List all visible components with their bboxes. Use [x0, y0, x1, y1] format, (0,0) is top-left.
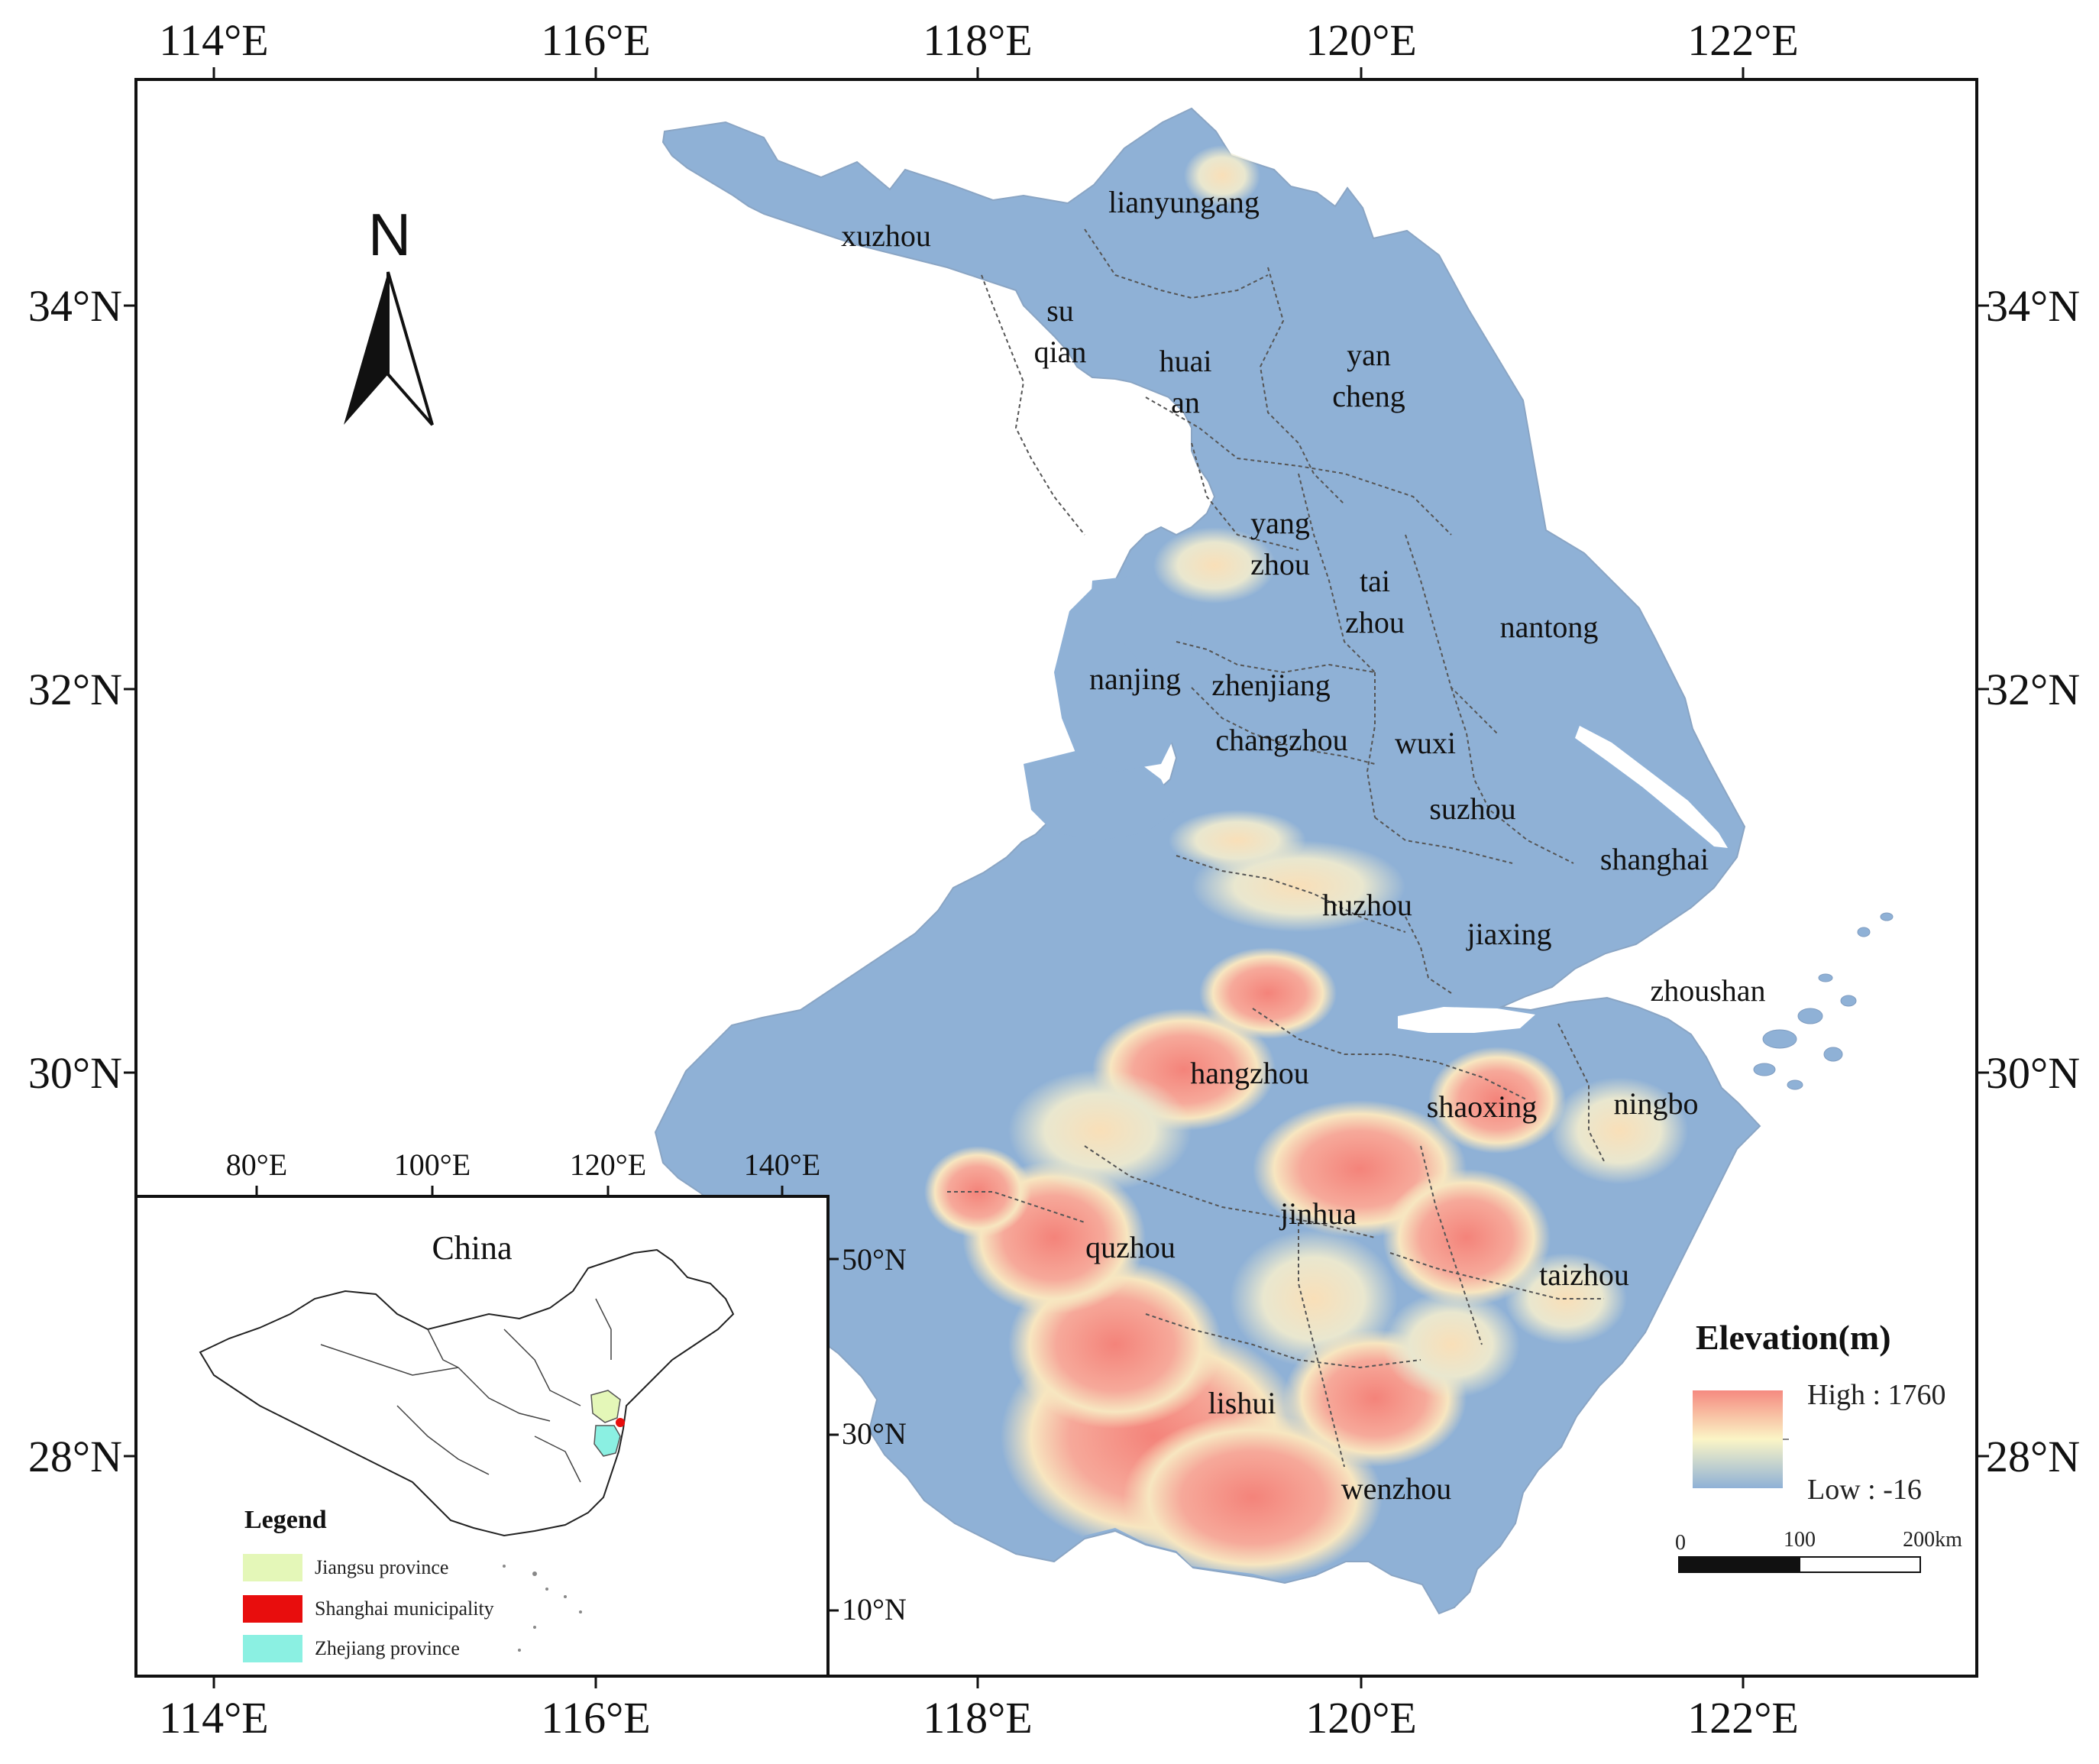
inset-lon-80: 80°E — [226, 1147, 287, 1182]
elevation-legend: Elevation(m) High : 1760 Low : -16 — [1693, 1318, 1946, 1506]
city-label-nantong: nantong — [1500, 610, 1599, 644]
city-label-hangzhou: hangzhou — [1190, 1056, 1309, 1090]
city-label-yangzhou-2: zhou — [1250, 547, 1310, 581]
longitude-ticks — [212, 67, 1745, 1688]
lon-label-120-top: 120°E — [1305, 15, 1417, 65]
city-label-shaoxing: shaoxing — [1427, 1089, 1537, 1124]
inset-legend-title: Legend — [244, 1506, 327, 1534]
lon-label-114-bottom: 114°E — [159, 1693, 268, 1743]
city-label-lianyungang: lianyungang — [1108, 185, 1260, 219]
lon-label-118-bottom: 118°E — [923, 1693, 1032, 1743]
inset-lat-50: 50°N — [842, 1242, 907, 1277]
zhoushan-islands — [1753, 912, 1894, 1090]
city-label-xuzhou: xuzhou — [841, 218, 931, 253]
elevation-high-label: High : 1760 — [1807, 1379, 1946, 1411]
inset-lat-10: 10°N — [842, 1592, 907, 1626]
city-label-wenzhou: wenzhou — [1341, 1471, 1451, 1506]
inset-lon-140: 140°E — [744, 1147, 820, 1182]
lon-label-116-top: 116°E — [541, 15, 650, 65]
inset-shanghai — [616, 1418, 625, 1427]
city-label-jiaxing: jiaxing — [1465, 917, 1551, 951]
hangzhou-bay — [1398, 1007, 1535, 1033]
city-label-yangzhou-1: yang — [1250, 506, 1310, 540]
lon-label-118-top: 118°E — [923, 15, 1032, 65]
north-arrow-icon — [344, 272, 388, 425]
lat-label-28-right: 28°N — [1986, 1432, 2080, 1481]
lon-label-114-top: 114°E — [159, 15, 268, 65]
city-label-wuxi: wuxi — [1395, 726, 1456, 760]
city-label-changzhou: changzhou — [1215, 723, 1347, 757]
legend-swatch-shanghai — [243, 1595, 302, 1623]
city-label-suzhou: suzhou — [1429, 791, 1515, 826]
city-label-nanjing: nanjing — [1089, 662, 1181, 696]
city-label-zhenjiang: zhenjiang — [1211, 668, 1331, 702]
city-labels: xuzhou lianyungang su qian huai an yan c… — [841, 185, 1765, 1506]
city-label-suqian-2: qian — [1034, 335, 1087, 369]
lat-label-28-left: 28°N — [28, 1432, 122, 1481]
lat-label-32-right: 32°N — [1986, 665, 2080, 714]
inset-title: China — [432, 1229, 512, 1267]
scale-label-100: 100 — [1784, 1528, 1816, 1552]
city-label-yancheng-2: cheng — [1332, 379, 1405, 413]
inset-lon-100: 100°E — [394, 1147, 471, 1182]
longitude-labels-top: 114°E 116°E 118°E 120°E 122°E — [159, 15, 1799, 65]
legend-label-zhejiang: Zhejiang province — [315, 1637, 460, 1659]
elevation-low-label: Low : -16 — [1807, 1474, 1922, 1506]
lat-label-32-left: 32°N — [28, 665, 122, 714]
city-label-suqian-1: su — [1046, 293, 1074, 328]
legend-swatch-jiangsu — [243, 1554, 302, 1581]
legend-label-jiangsu: Jiangsu province — [315, 1556, 448, 1578]
city-label-taizhou-js-1: tai — [1360, 564, 1390, 598]
lon-label-122-top: 122°E — [1687, 15, 1799, 65]
city-label-jinhua: jinhua — [1279, 1196, 1357, 1231]
lon-label-122-bottom: 122°E — [1687, 1693, 1799, 1743]
scale-bar: 0 100 200km — [1675, 1528, 1962, 1573]
lon-label-120-bottom: 120°E — [1305, 1693, 1417, 1743]
north-label: N — [368, 201, 411, 268]
latitude-labels-right: 34°N 32°N 30°N 28°N — [1986, 281, 2080, 1481]
city-label-taizhou-js-2: zhou — [1345, 605, 1405, 639]
scale-label-200: 200km — [1903, 1528, 1962, 1552]
legend-swatch-zhejiang — [243, 1635, 302, 1662]
city-label-zhoushan: zhoushan — [1650, 973, 1765, 1008]
city-label-ningbo: ningbo — [1613, 1086, 1698, 1121]
scale-label-0: 0 — [1675, 1531, 1686, 1555]
longitude-labels-bottom: 114°E 116°E 118°E 120°E 122°E — [159, 1693, 1799, 1743]
city-boundaries — [947, 228, 1605, 1468]
north-arrow: N — [344, 201, 434, 426]
city-label-huaian-1: huai — [1159, 344, 1212, 378]
city-label-taizhou-zj: taizhou — [1539, 1257, 1629, 1292]
elevation-legend-title: Elevation(m) — [1696, 1318, 1891, 1357]
lat-label-30-right: 30°N — [1986, 1048, 2080, 1098]
city-label-huaian-2: an — [1171, 385, 1200, 419]
city-label-huzhou: huzhou — [1322, 888, 1412, 922]
inset-china-map: 80°E 100°E 120°E 140°E 50°N 30°N 10°N Ch… — [134, 1147, 907, 1678]
elevation-color-ramp — [1693, 1390, 1783, 1488]
latitude-ticks — [124, 304, 1989, 1458]
latitude-labels-left: 34°N 32°N 30°N 28°N — [28, 281, 122, 1481]
inset-lat-30: 30°N — [842, 1416, 907, 1451]
lat-label-34-right: 34°N — [1986, 281, 2080, 331]
legend-label-shanghai: Shanghai municipality — [315, 1597, 494, 1620]
inset-zhejiang — [593, 1425, 621, 1457]
inset-jiangsu — [590, 1390, 621, 1423]
city-label-yancheng-1: yan — [1347, 338, 1391, 372]
lat-label-30-left: 30°N — [28, 1048, 122, 1098]
lat-label-34-left: 34°N — [28, 281, 122, 331]
city-label-shanghai: shanghai — [1600, 842, 1709, 876]
inset-lon-120: 120°E — [570, 1147, 646, 1182]
lon-label-116-bottom: 116°E — [541, 1693, 650, 1743]
yangtze-estuary — [1575, 726, 1728, 848]
city-label-lishui: lishui — [1208, 1386, 1276, 1420]
city-label-quzhou: quzhou — [1085, 1230, 1176, 1264]
